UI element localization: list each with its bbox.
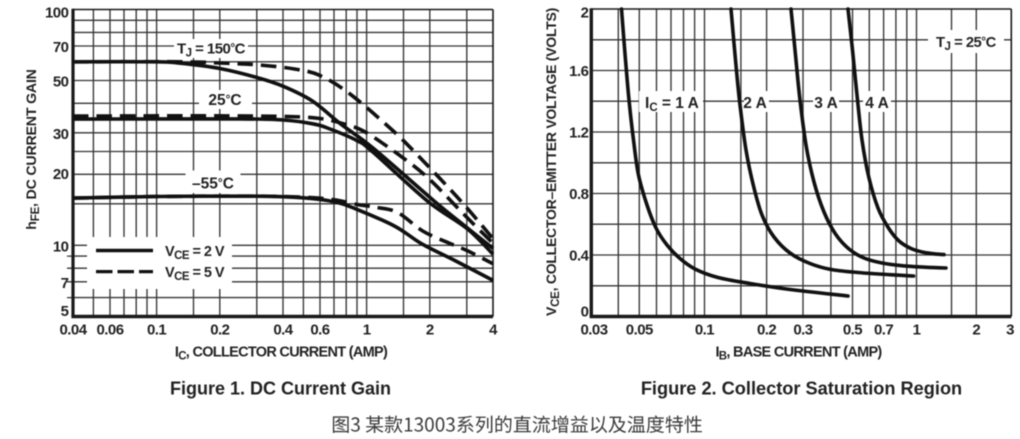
svg-text:3: 3 xyxy=(1006,322,1014,339)
svg-text:Figure 2. Collector Saturation: Figure 2. Collector Saturation Region xyxy=(641,379,962,399)
svg-text:0.2: 0.2 xyxy=(757,322,776,339)
svg-text:hFE, DC CURRENT GAIN: hFE, DC CURRENT GAIN xyxy=(24,69,42,229)
svg-text:0: 0 xyxy=(581,304,589,321)
svg-text:1: 1 xyxy=(363,322,371,339)
svg-text:0.04: 0.04 xyxy=(60,322,88,339)
svg-text:7: 7 xyxy=(61,275,69,292)
svg-text:4: 4 xyxy=(489,322,498,339)
svg-text:50: 50 xyxy=(53,74,69,91)
svg-text:0.3: 0.3 xyxy=(793,322,812,339)
svg-text:5: 5 xyxy=(61,303,69,320)
svg-text:IB, BASE CURRENT (AMP): IB, BASE CURRENT (AMP) xyxy=(715,345,882,363)
svg-text:0.03: 0.03 xyxy=(581,322,608,339)
svg-text:4 A: 4 A xyxy=(865,95,889,112)
svg-text:2 A: 2 A xyxy=(743,95,767,112)
svg-text:0.7: 0.7 xyxy=(874,322,893,339)
svg-text:0.06: 0.06 xyxy=(97,322,124,339)
svg-text:25°C: 25°C xyxy=(208,92,241,109)
svg-text:10: 10 xyxy=(53,238,69,255)
svg-text:IC, COLLECTOR CURRENT (AMP): IC, COLLECTOR CURRENT (AMP) xyxy=(175,345,388,363)
svg-text:1.6: 1.6 xyxy=(569,63,589,80)
svg-text:Figure 1. DC Current Gain: Figure 1. DC Current Gain xyxy=(170,379,391,399)
svg-text:0.4: 0.4 xyxy=(273,322,293,339)
svg-text:2: 2 xyxy=(972,322,980,339)
svg-text:VCE, COLLECTOR–EMITTER VOLTAGE: VCE, COLLECTOR–EMITTER VOLTAGE (VOLTS) xyxy=(543,8,562,316)
svg-text:0.8: 0.8 xyxy=(569,186,589,203)
svg-text:100: 100 xyxy=(45,5,69,22)
svg-text:2: 2 xyxy=(426,322,434,339)
svg-text:30: 30 xyxy=(53,126,69,143)
svg-text:0.6: 0.6 xyxy=(310,322,329,339)
svg-text:0.1: 0.1 xyxy=(695,322,714,339)
svg-text:–55°C: –55°C xyxy=(192,175,234,192)
svg-text:0.1: 0.1 xyxy=(147,322,166,339)
svg-text:0.5: 0.5 xyxy=(843,322,862,339)
svg-text:3 A: 3 A xyxy=(814,95,838,112)
svg-text:VCE = 5 V: VCE = 5 V xyxy=(165,265,225,283)
svg-text:2: 2 xyxy=(581,5,589,22)
svg-text:0.4: 0.4 xyxy=(569,248,590,265)
svg-text:0.2: 0.2 xyxy=(210,322,229,339)
svg-text:70: 70 xyxy=(53,39,69,56)
svg-text:1.2: 1.2 xyxy=(569,125,589,142)
svg-text:20: 20 xyxy=(53,166,69,183)
svg-text:1: 1 xyxy=(913,322,921,339)
svg-text:VCE = 2 V: VCE = 2 V xyxy=(165,244,225,262)
svg-text:IC = 1 A: IC = 1 A xyxy=(645,95,699,114)
svg-text:0.05: 0.05 xyxy=(626,322,653,339)
svg-text:TJ = 150°C: TJ = 150°C xyxy=(177,40,246,59)
